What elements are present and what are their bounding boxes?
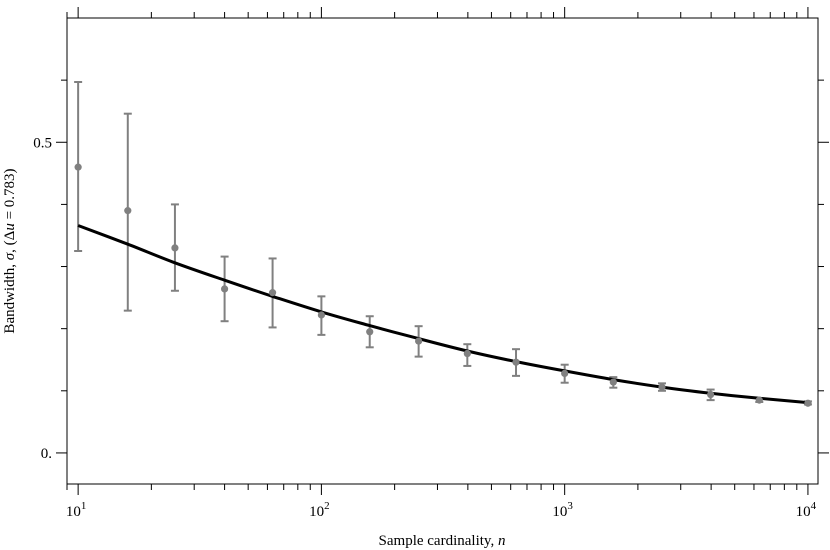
data-point bbox=[124, 207, 132, 215]
x-tick-label: 103 bbox=[552, 500, 573, 520]
data-point bbox=[609, 378, 617, 386]
x-axis-label: Sample cardinality, n bbox=[379, 533, 506, 549]
y-axis-label: Bandwidth, σ, (Δu = 0.783) bbox=[2, 168, 18, 333]
data-point bbox=[415, 337, 423, 345]
data-point bbox=[804, 399, 812, 407]
data-point bbox=[512, 358, 520, 366]
plot-frame bbox=[66, 17, 819, 485]
data-point bbox=[658, 383, 666, 391]
data-point bbox=[707, 390, 715, 399]
axis-ticks bbox=[56, 7, 829, 495]
data-point bbox=[317, 311, 325, 319]
x-tick-label: 101 bbox=[66, 500, 87, 520]
data-point bbox=[366, 328, 374, 336]
y-tick-label: 0.5 bbox=[33, 135, 52, 151]
data-point bbox=[561, 369, 569, 378]
data-point bbox=[171, 244, 179, 252]
data-points bbox=[74, 163, 812, 407]
data-point bbox=[463, 349, 471, 358]
y-tick-label: 0. bbox=[41, 446, 52, 462]
fit-line bbox=[77, 224, 809, 405]
data-point bbox=[268, 289, 277, 297]
x-tick-label: 104 bbox=[796, 500, 817, 520]
x-tick-label: 102 bbox=[309, 500, 330, 520]
tick-labels: 101 102 103 104 0. 0.5 bbox=[33, 135, 816, 520]
data-point bbox=[220, 285, 229, 293]
data-point bbox=[74, 163, 82, 171]
data-point bbox=[755, 396, 763, 404]
